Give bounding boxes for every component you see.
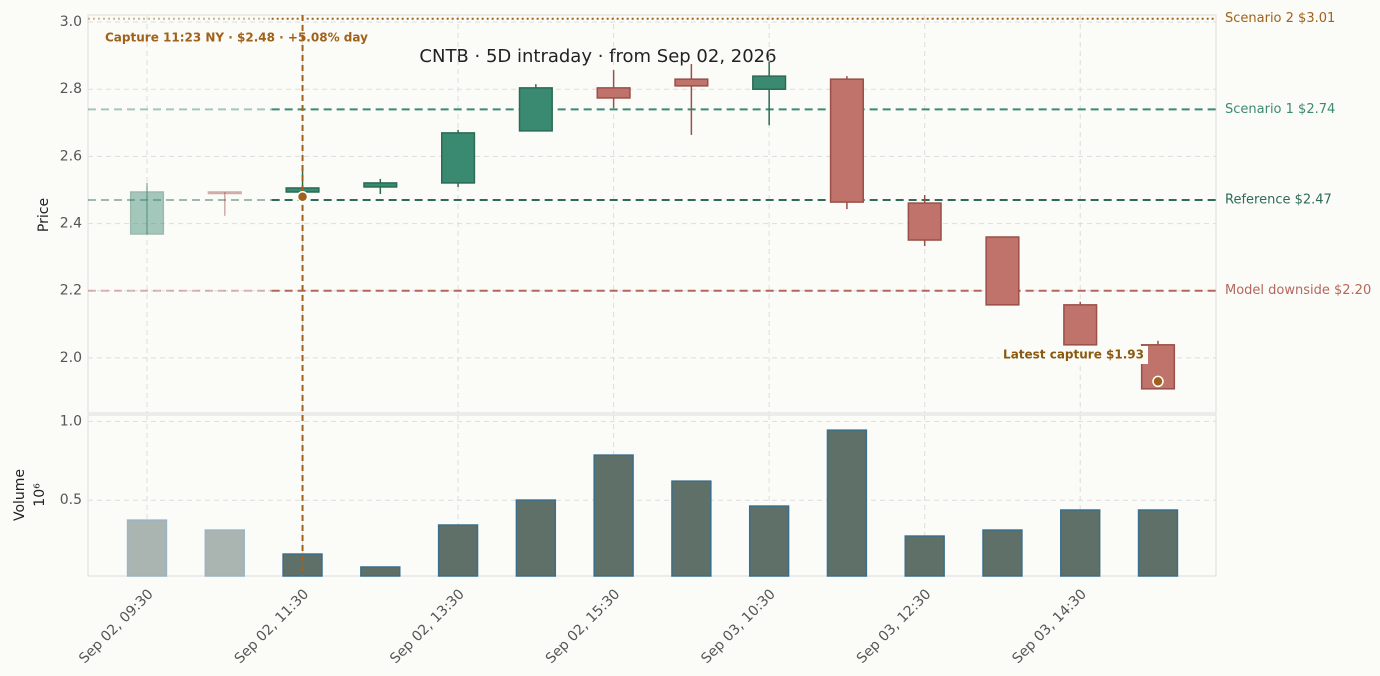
y2-tick-label: 0.5 — [60, 492, 82, 508]
y-tick-label: 2.6 — [60, 148, 82, 164]
capture-point — [296, 190, 309, 203]
level-label: Scenario 2 $3.01 — [1225, 11, 1335, 26]
y-tick-label: 2.8 — [60, 81, 82, 97]
x-tick-label: Sep 03, 10:30 — [698, 586, 779, 667]
latest-label-bg — [1000, 346, 1148, 364]
x-tick-label: Sep 02, 11:30 — [232, 586, 313, 667]
x-tick-label: Sep 02, 13:30 — [387, 586, 468, 667]
volume-bar — [1060, 509, 1101, 577]
level-label: Reference $2.47 — [1225, 193, 1332, 208]
latest-point — [1152, 375, 1164, 388]
candle-body — [985, 236, 1020, 306]
candle-body — [129, 191, 165, 235]
y2-multiplier: 10⁶ — [32, 483, 48, 507]
volume-bar — [904, 535, 945, 577]
candle-body — [440, 132, 476, 184]
candle-body — [1063, 304, 1098, 346]
x-tick-label: Sep 03, 12:30 — [854, 586, 935, 667]
volume-bar — [593, 454, 634, 577]
y-tick-label: 2.0 — [60, 350, 82, 366]
candle-body — [596, 87, 631, 99]
candle-body — [674, 78, 709, 87]
volume-bar — [982, 529, 1023, 577]
x-tick-label: Sep 03, 14:30 — [1009, 586, 1090, 667]
volume-bar — [1137, 509, 1179, 577]
candle-body — [363, 182, 398, 188]
volume-bar — [826, 429, 868, 577]
y-axis-label: Price — [36, 198, 52, 232]
y2-axis-label: Volume — [12, 469, 28, 521]
candle-body — [207, 191, 242, 195]
latest-label: Latest capture $1.93 — [1003, 348, 1144, 362]
y2-tick-label: 1.0 — [60, 413, 82, 429]
level-label: Model downside $2.20 — [1225, 283, 1371, 298]
volume-bar — [748, 505, 790, 577]
candle-body — [518, 87, 553, 132]
price-frame — [87, 14, 1217, 414]
candle-body — [829, 78, 865, 203]
x-tick-label: Sep 02, 09:30 — [76, 586, 157, 667]
y-tick-label: 2.4 — [60, 216, 82, 232]
x-tick-label: Sep 02, 15:30 — [543, 586, 624, 667]
volume-bar — [437, 524, 479, 577]
candle-body — [907, 202, 942, 241]
volume-bar — [671, 480, 712, 577]
chart-title: CNTB · 5D intraday · from Sep 02, 2026 — [419, 46, 776, 67]
level-label: Scenario 1 $2.74 — [1225, 102, 1335, 117]
volume-bar — [360, 566, 401, 577]
volume-bar — [515, 499, 557, 577]
y-tick-label: 3.0 — [60, 14, 82, 30]
capture-label: Capture 11:23 NY · $2.48 · +5.08% day — [105, 31, 368, 45]
y-tick-label: 2.2 — [60, 283, 82, 299]
volume-frame — [87, 414, 1217, 577]
candle-body — [752, 75, 787, 90]
volume-bar — [126, 519, 168, 577]
volume-bar — [204, 529, 245, 577]
